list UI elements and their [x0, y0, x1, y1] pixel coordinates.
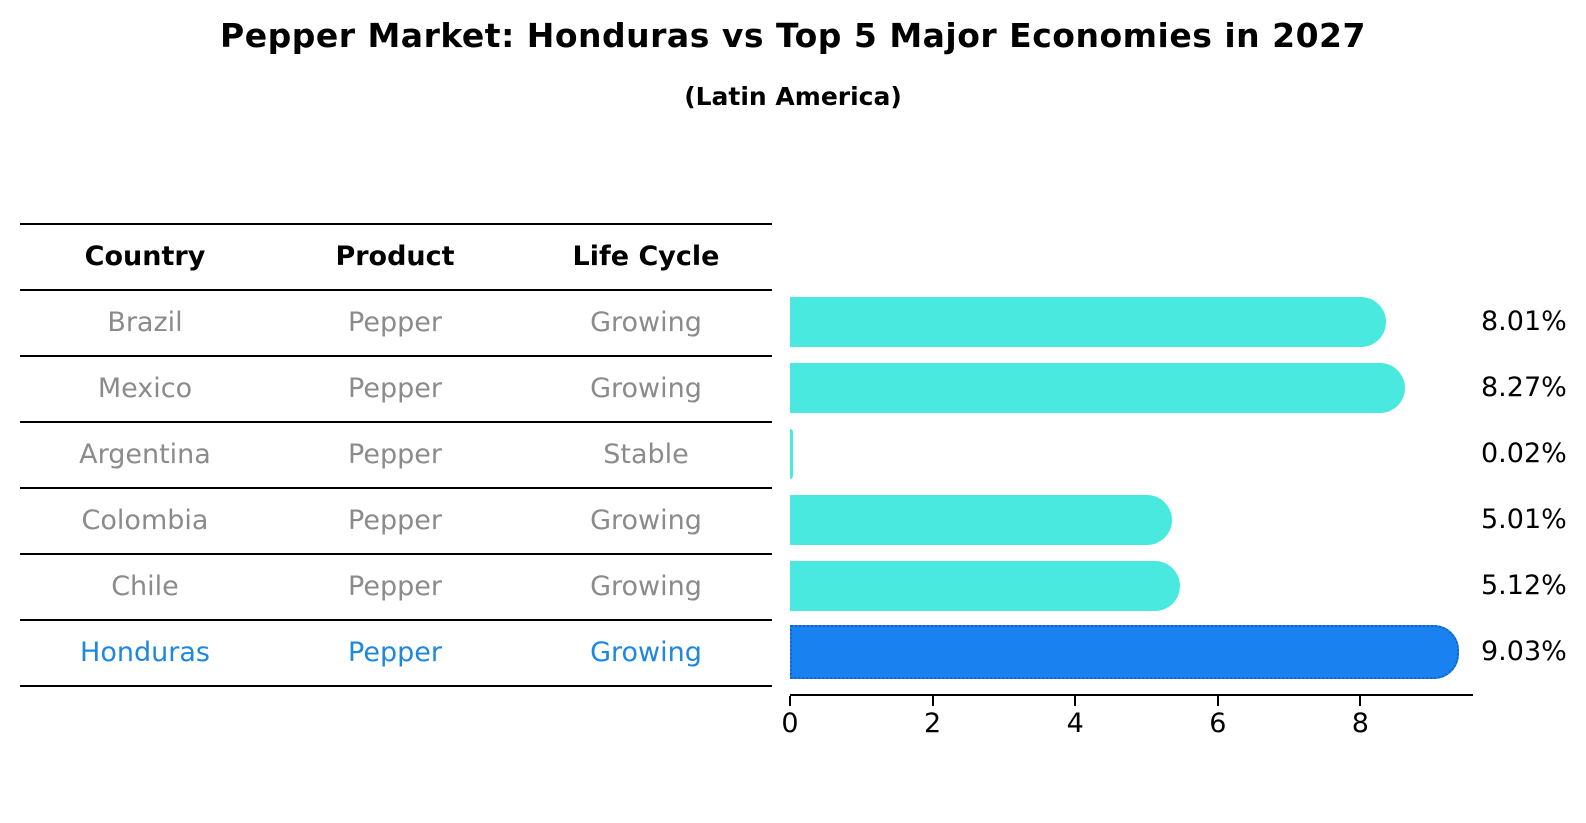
cell-life-cycle: Growing [590, 505, 702, 536]
table-row-chile: Chile Pepper Growing [20, 555, 772, 621]
cell-life-cycle: Growing [590, 307, 702, 338]
cell-life-cycle: Stable [603, 439, 689, 470]
cell-product: Pepper [348, 637, 442, 668]
table-header-row: Country Product Life Cycle [20, 225, 772, 291]
cell-country: Chile [111, 571, 179, 602]
cell-life-cycle: Growing [590, 571, 702, 602]
bar-chile [790, 561, 1181, 611]
cell-product: Pepper [348, 505, 442, 536]
cell-product: Pepper [348, 373, 442, 404]
bar-brazil [790, 297, 1387, 347]
cell-life-cycle: Growing [590, 373, 702, 404]
cell-country: Colombia [81, 505, 209, 536]
bar-row: 8.01% [0, 297, 1586, 347]
x-tick-mark [1074, 696, 1077, 706]
cell-country: Brazil [107, 307, 183, 338]
header-cell-product: Product [335, 241, 455, 272]
table-row-mexico: Mexico Pepper Growing [20, 357, 772, 423]
header-cell-life-cycle: Life Cycle [572, 241, 720, 272]
bar-row: 5.12% [0, 561, 1586, 611]
x-tick-label: 8 [1351, 708, 1369, 739]
value-label-honduras: 9.03% [1481, 636, 1567, 667]
cell-country: Honduras [80, 637, 210, 668]
bar-row: 9.03% [0, 625, 1586, 679]
x-axis-line [790, 694, 1473, 696]
cell-life-cycle: Growing [590, 637, 702, 668]
x-tick-mark [931, 696, 934, 706]
x-tick-mark [1216, 696, 1219, 706]
chart-title: Pepper Market: Honduras vs Top 5 Major E… [220, 16, 1366, 55]
bar-row: 5.01% [0, 495, 1586, 545]
x-tick-mark [789, 696, 791, 706]
bar-colombia [790, 495, 1173, 545]
cell-product: Pepper [348, 571, 442, 602]
table-row-honduras: Honduras Pepper Growing [20, 621, 772, 687]
x-tick-label: 4 [1066, 708, 1084, 739]
cell-country: Mexico [97, 373, 193, 404]
x-tick-mark [1359, 696, 1362, 706]
table-row-colombia: Colombia Pepper Growing [20, 489, 772, 555]
value-label-colombia: 5.01% [1481, 504, 1567, 535]
cell-country: Argentina [79, 439, 211, 470]
header-cell-country: Country [84, 241, 206, 272]
value-label-argentina: 0.02% [1481, 438, 1567, 469]
x-tick-label: 6 [1209, 708, 1227, 739]
cell-product: Pepper [348, 439, 442, 470]
x-tick-label: 0 [781, 708, 799, 739]
cell-product: Pepper [348, 307, 442, 338]
bar-argentina [790, 429, 794, 479]
bar-honduras-highlighted [790, 625, 1459, 679]
bar-row: 8.27% [0, 363, 1586, 413]
chart-subtitle: (Latin America) [684, 82, 902, 111]
x-tick-label: 2 [924, 708, 942, 739]
value-label-brazil: 8.01% [1481, 306, 1567, 337]
value-label-mexico: 8.27% [1481, 372, 1567, 403]
table-row-argentina: Argentina Pepper Stable [20, 423, 772, 489]
bar-row: 0.02% [0, 429, 1586, 479]
value-label-chile: 5.12% [1481, 570, 1567, 601]
country-table: Country Product Life Cycle Brazil Pepper… [20, 223, 772, 687]
bar-mexico [790, 363, 1405, 413]
table-row-brazil: Brazil Pepper Growing [20, 291, 772, 357]
